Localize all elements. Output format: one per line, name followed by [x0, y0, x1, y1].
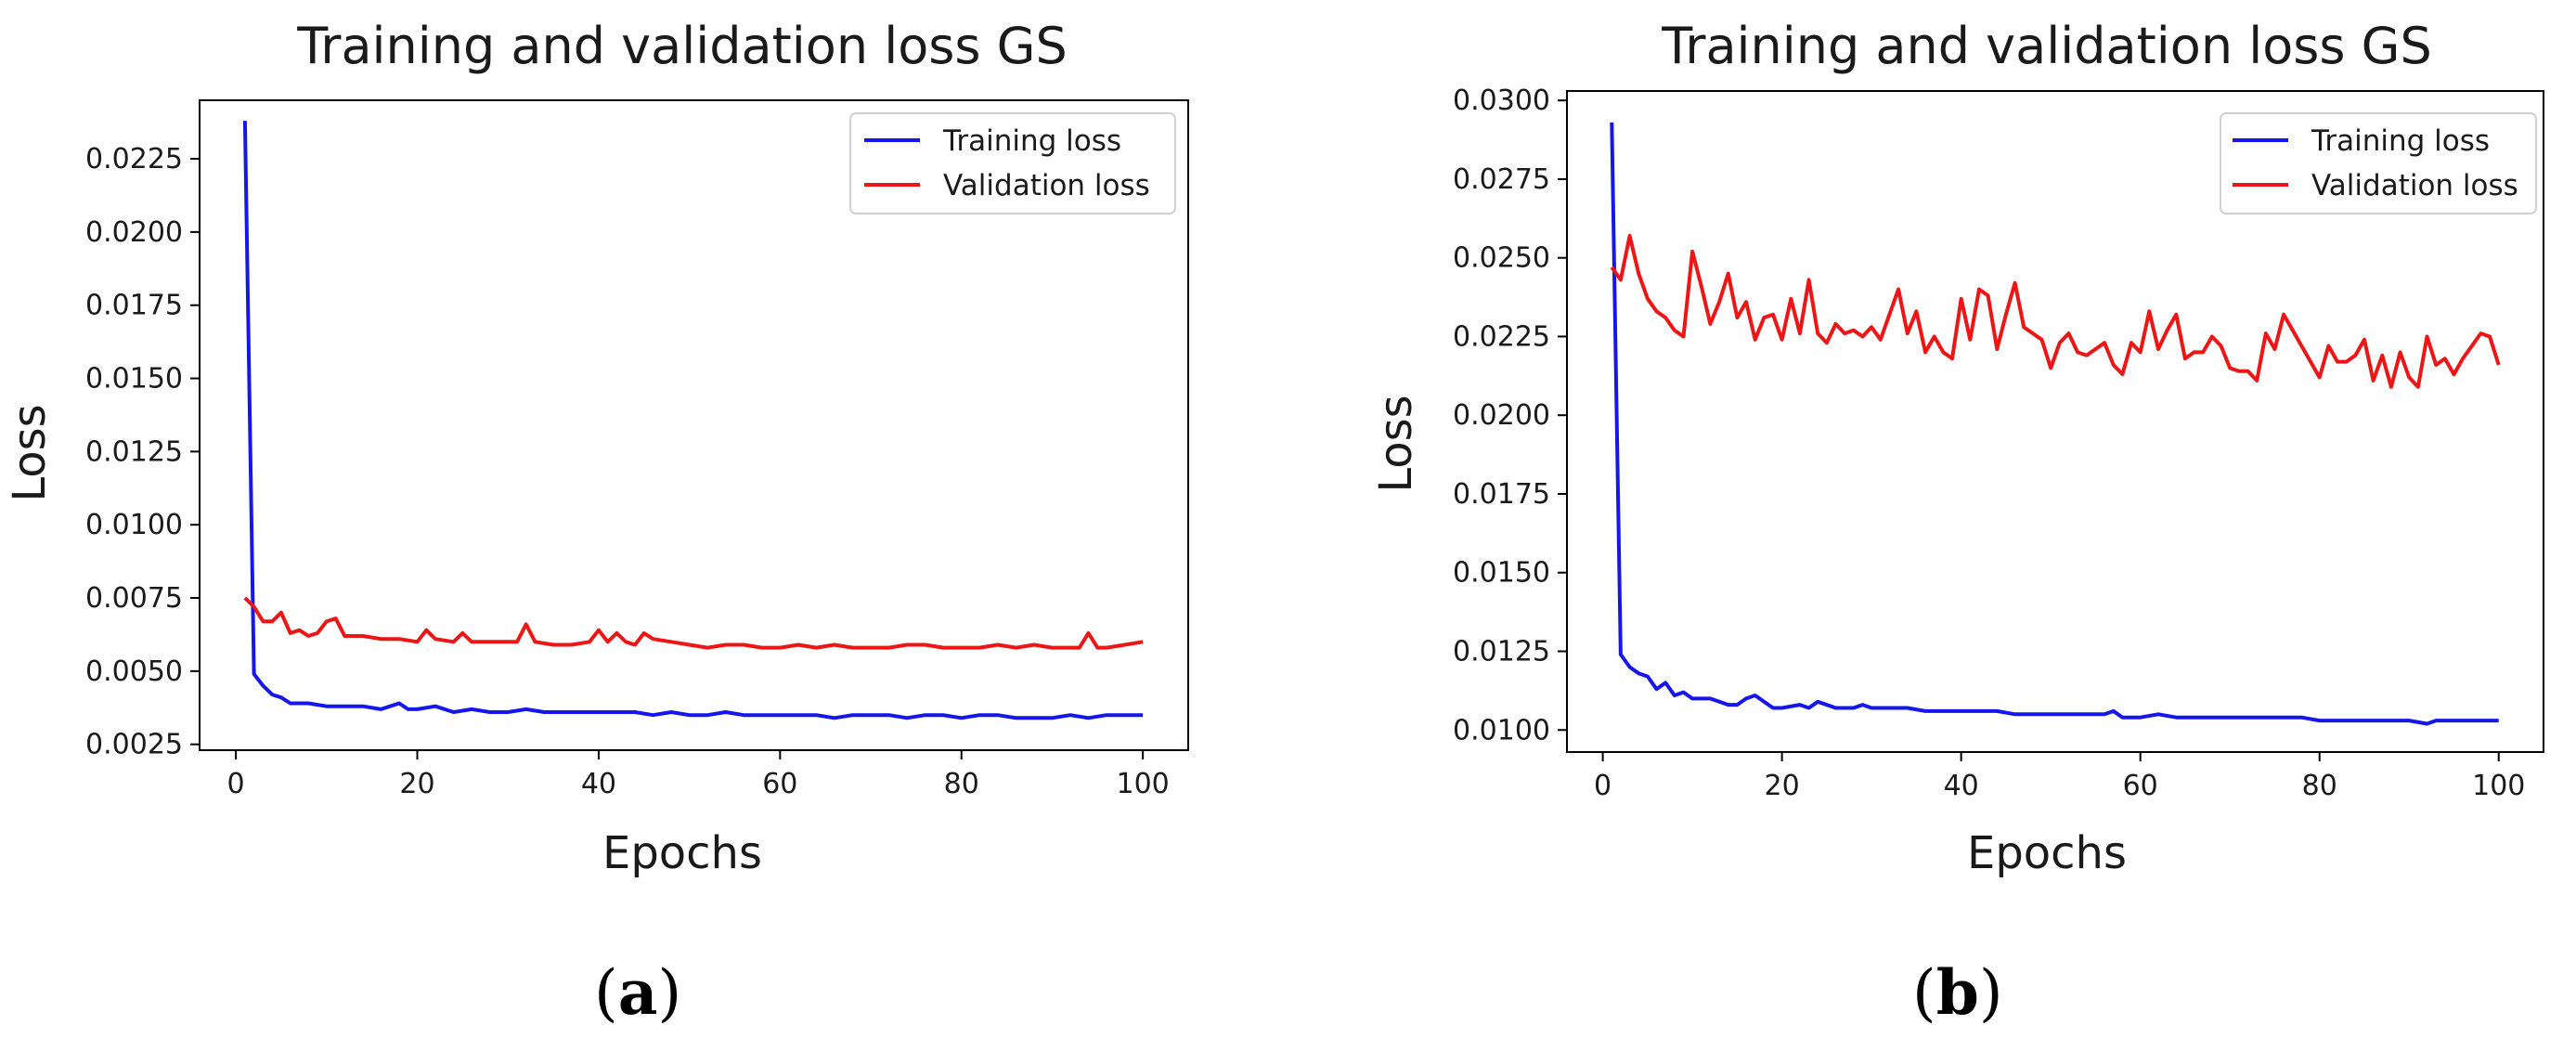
y-tick-label: 0.0275	[1453, 163, 1550, 196]
legend: Training loss Validation loss	[2220, 112, 2537, 214]
legend-label-training: Training loss	[942, 124, 1121, 158]
series-line-validation-loss	[1610, 234, 2501, 389]
y-tick-label: 0.0150	[1453, 557, 1550, 590]
y-tick-label: 0.0175	[85, 290, 183, 322]
y-tick-label: 0.0125	[1453, 636, 1550, 668]
y-tick-label: 0.0225	[1453, 320, 1550, 353]
x-tick-label: 0	[1594, 770, 1612, 802]
legend-box	[2220, 112, 2537, 214]
panel-label: (a)	[594, 956, 681, 1029]
y-tick-label: 0.0150	[85, 363, 183, 396]
y-tick-label: 0.0200	[85, 216, 183, 249]
x-tick-label: 60	[2123, 770, 2158, 802]
x-axis-label: Epochs	[1967, 827, 2127, 879]
series-line-training-loss	[242, 121, 1144, 720]
x-axis-label: Epochs	[602, 827, 762, 879]
panel-label: (b)	[1912, 956, 2003, 1029]
chart-title: Training and validation loss GS	[1661, 17, 2432, 75]
chart-panel-b: Training and validation loss GS Epochs L…	[1370, 17, 2544, 1029]
legend-box	[849, 112, 1176, 214]
y-tick-label: 0.0025	[85, 729, 183, 761]
legend-label-validation: Validation loss	[943, 169, 1150, 202]
y-tick-label: 0.0250	[1453, 242, 1550, 275]
y-tick-label: 0.0075	[85, 582, 183, 615]
ticks-layer: 0 20 40 60 80 100 0.0100 0.0125 0.0150 0.0175 0.02…	[1453, 84, 2525, 802]
legend-label-training: Training loss	[2311, 124, 2490, 158]
y-tick-label: 0.0225	[85, 143, 183, 175]
plot-frame	[1566, 90, 2544, 753]
x-tick-label: 100	[2472, 770, 2525, 802]
x-tick-label: 40	[1944, 770, 1979, 802]
series-line-validation-loss	[243, 596, 1144, 650]
x-tick-label: 100	[1117, 768, 1170, 800]
legend-label-validation: Validation loss	[2311, 169, 2518, 202]
chart-panel-a: Training and validation loss GS Epochs L…	[4, 17, 1189, 1029]
panel-label-letter: a	[618, 956, 658, 1029]
series-layer	[242, 121, 1144, 720]
x-tick-label: 0	[227, 768, 245, 800]
x-tick-label: 20	[1765, 770, 1800, 802]
y-tick-label: 0.0175	[1453, 478, 1550, 511]
y-tick-label: 0.0125	[85, 435, 183, 468]
y-axis-label: Loss	[4, 404, 56, 501]
y-tick-label: 0.0100	[85, 509, 183, 541]
y-tick-label: 0.0200	[1453, 399, 1550, 432]
ticks-layer: 0 20 40 60 80 100 0.0025 0.0050 0.0075 0.0100 0.01…	[85, 143, 1170, 800]
chart-title: Training and validation loss GS	[296, 17, 1068, 75]
y-tick-label: 0.0300	[1453, 84, 1550, 117]
plot-frame	[199, 99, 1189, 751]
series-line-training-loss	[1610, 122, 2499, 726]
series-layer	[1610, 122, 2501, 726]
x-tick-label: 40	[581, 768, 616, 800]
x-tick-label: 20	[399, 768, 434, 800]
y-axis-label: Loss	[1370, 395, 1422, 492]
x-tick-label: 60	[762, 768, 797, 800]
x-tick-label: 80	[944, 768, 979, 800]
y-tick-label: 0.0100	[1453, 714, 1550, 746]
legend: Training loss Validation loss	[849, 112, 1176, 214]
x-tick-label: 80	[2302, 770, 2337, 802]
panel-label-letter: b	[1936, 956, 1979, 1029]
y-tick-label: 0.0050	[85, 655, 183, 688]
